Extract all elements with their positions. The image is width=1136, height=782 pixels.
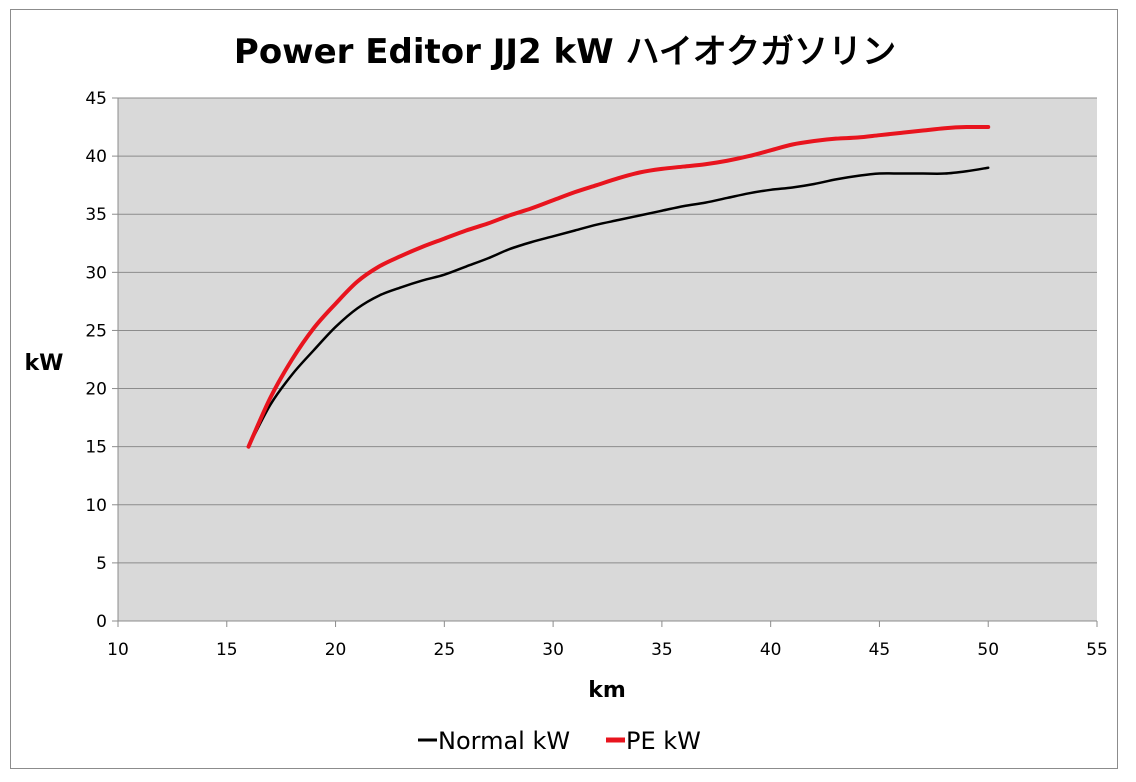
y-tick-label: 0	[96, 612, 107, 632]
legend-label-normal: Normal kW	[438, 727, 570, 755]
grid-lines	[117, 97, 1097, 622]
y-tick-label: 35	[85, 205, 107, 225]
x-tick-label: 30	[542, 640, 564, 660]
chart-title: Power Editor JJ2 kW ハイオクガソリン	[234, 32, 896, 72]
x-axis-ticks: 10 15 20 25 30 35 40 45 50 55	[107, 621, 1108, 660]
x-tick-label: 15	[216, 640, 238, 660]
plot-area	[118, 98, 1097, 621]
legend: Normal kW PE kW	[418, 727, 701, 755]
x-tick-label: 25	[434, 640, 456, 660]
x-tick-label: 10	[107, 640, 129, 660]
x-tick-label: 35	[651, 640, 673, 660]
y-axis-ticks: 0 5 10 15 20 25 30 35 40 45	[85, 89, 118, 632]
y-tick-label: 30	[85, 263, 107, 283]
x-tick-label: 20	[325, 640, 347, 660]
y-tick-label: 40	[85, 147, 107, 167]
y-tick-label: 45	[85, 89, 107, 109]
x-tick-label: 55	[1086, 640, 1108, 660]
series-line-normal	[247, 166, 990, 448]
y-tick-label: 10	[85, 496, 107, 516]
x-axis-label: km	[588, 678, 626, 703]
series-layer	[246, 124, 991, 449]
x-tick-label: 40	[760, 640, 782, 660]
series-line-pe	[246, 124, 991, 449]
y-tick-label: 15	[85, 438, 107, 458]
x-tick-label: 50	[977, 640, 999, 660]
y-axis-label: kW	[25, 351, 64, 376]
y-tick-label: 25	[85, 321, 107, 341]
legend-label-pe: PE kW	[626, 727, 701, 755]
y-tick-label: 20	[85, 380, 107, 400]
y-tick-label: 5	[96, 554, 107, 574]
x-tick-label: 45	[869, 640, 891, 660]
